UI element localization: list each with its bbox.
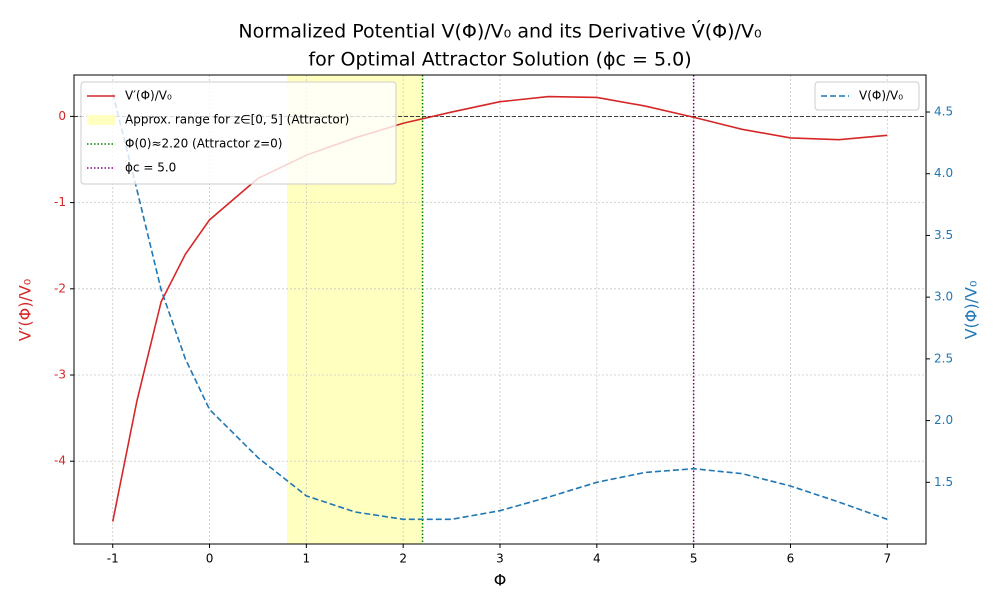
series-line xyxy=(111,93,888,521)
x-tick-label: 0 xyxy=(206,552,214,566)
x-tick-label: 2 xyxy=(399,552,407,566)
x-tick-label: 1 xyxy=(303,552,311,566)
legend-label: V(Φ)/V₀ xyxy=(859,89,903,103)
legend-label: Φ(0)≈2.20 (Attractor z=0) xyxy=(125,137,282,151)
chart-title: Normalized Potential V(Φ)/V₀ and its Der… xyxy=(238,20,761,42)
plot-frame xyxy=(73,74,927,545)
x-axis-label: Φ xyxy=(494,571,507,590)
legend-swatch xyxy=(87,115,115,125)
y-tick-label: -2 xyxy=(54,281,66,295)
y2-tick-label: 2.5 xyxy=(934,351,953,365)
legend-box xyxy=(814,81,920,111)
y-tick-label: -1 xyxy=(54,195,66,209)
x-tick-label: 6 xyxy=(787,552,795,566)
y-axis-label: V′(Φ)/V₀ xyxy=(16,279,35,341)
y-tick-label: 0 xyxy=(58,109,66,123)
y2-tick-label: 4.5 xyxy=(934,105,953,119)
legend-label: Approx. range for z∈[0, 5] (Attractor) xyxy=(125,113,349,127)
y-tick-label: -3 xyxy=(54,368,66,382)
legend-label: ϕc = 5.0 xyxy=(125,161,176,175)
x-tick-label: -1 xyxy=(107,552,119,566)
y-tick-label: -4 xyxy=(54,454,66,468)
series-line xyxy=(111,95,888,522)
x-tick-label: 4 xyxy=(593,552,601,566)
x-tick-label: 7 xyxy=(883,552,891,566)
y2-tick-label: 3.0 xyxy=(934,290,953,304)
x-tick-label: 5 xyxy=(690,552,698,566)
x-tick-label: 3 xyxy=(496,552,504,566)
legend-box xyxy=(80,81,397,185)
y2-axis-label: V(Φ)/V₀ xyxy=(962,281,981,340)
y2-tick-label: 1.5 xyxy=(934,475,953,489)
y2-tick-label: 2.0 xyxy=(934,413,953,427)
y2-tick-label: 4.0 xyxy=(934,166,953,180)
legend-label: V′(Φ)/V₀ xyxy=(125,89,172,103)
y2-tick-label: 3.5 xyxy=(934,228,953,242)
chart-title: for Optimal Attractor Solution (ϕc = 5.0… xyxy=(308,49,691,71)
